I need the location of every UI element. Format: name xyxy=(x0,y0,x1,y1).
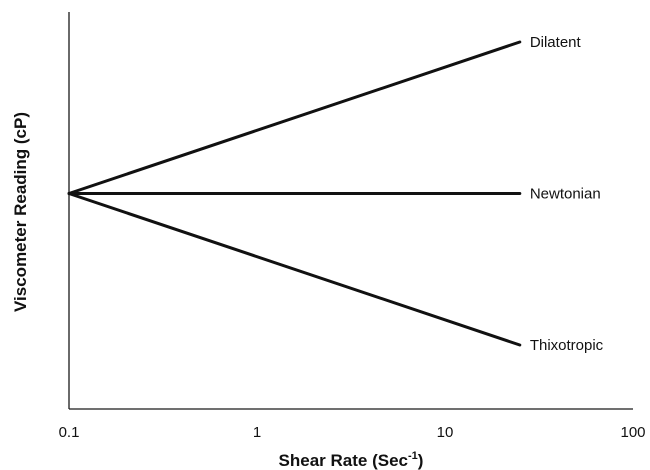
x-axis-title-close: ) xyxy=(418,451,424,470)
x-axis-title-exponent: -1 xyxy=(408,450,418,462)
y-axis-title: Viscometer Reading (cP) xyxy=(11,112,30,312)
x-tick-label: 1 xyxy=(253,424,261,441)
x-axis-title-text: Shear Rate (Sec xyxy=(279,451,408,470)
x-tick-label: 10 xyxy=(437,424,454,441)
series-label-dilatent: Dilatent xyxy=(530,34,582,51)
series-label-newtonian: Newtonian xyxy=(530,186,601,203)
x-tick-label: 0.1 xyxy=(59,424,80,441)
series-label-thixotropic: Thixotropic xyxy=(530,337,604,354)
series-group: Dilatent Newtonian Thixotropic xyxy=(67,34,604,354)
x-tick-labels: 0.1 1 10 100 xyxy=(59,424,646,441)
series-line-dilatent xyxy=(67,40,522,195)
series-line-thixotropic xyxy=(67,192,522,347)
x-axis-title: Shear Rate (Sec-1) xyxy=(279,450,424,470)
x-tick-label: 100 xyxy=(620,424,645,441)
